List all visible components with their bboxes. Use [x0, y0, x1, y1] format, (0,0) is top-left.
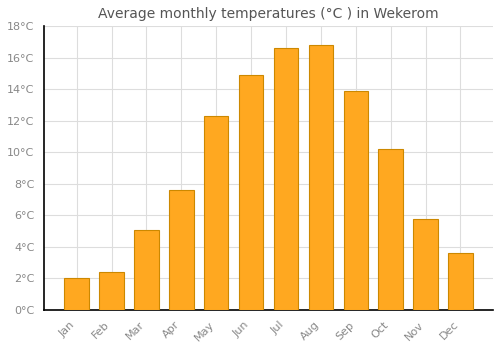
Bar — [378, 149, 403, 310]
Bar — [448, 253, 472, 310]
Bar — [239, 75, 264, 310]
Bar — [169, 190, 194, 310]
Bar — [344, 91, 368, 310]
Bar — [274, 48, 298, 310]
Title: Average monthly temperatures (°C ) in Wekerom: Average monthly temperatures (°C ) in We… — [98, 7, 439, 21]
Bar — [414, 218, 438, 310]
Bar — [308, 45, 333, 310]
Bar — [100, 272, 124, 310]
Bar — [64, 278, 89, 310]
Bar — [204, 116, 229, 310]
Bar — [134, 230, 158, 310]
